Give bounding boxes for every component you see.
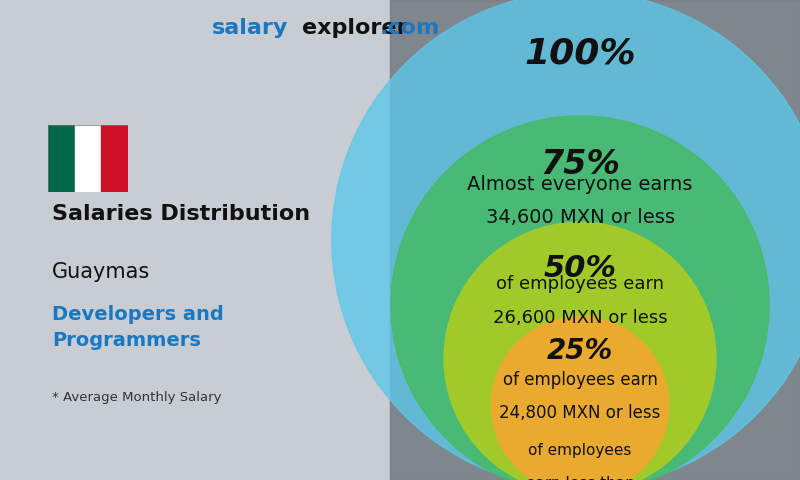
Text: of employees: of employees	[528, 443, 632, 458]
Circle shape	[491, 317, 669, 480]
Bar	[390, 0, 800, 480]
Text: explorer: explorer	[302, 18, 408, 38]
Text: Salaries Distribution: Salaries Distribution	[52, 204, 310, 224]
Bar	[48, 125, 74, 192]
Text: * Average Monthly Salary: * Average Monthly Salary	[52, 391, 222, 404]
Bar	[0, 0, 390, 480]
Text: of employees earn: of employees earn	[502, 371, 658, 389]
Text: 100%: 100%	[524, 37, 636, 71]
Text: .com: .com	[380, 18, 440, 38]
Text: Developers and
Programmers: Developers and Programmers	[52, 305, 224, 350]
Bar	[390, 0, 800, 480]
Text: earn less than: earn less than	[526, 476, 634, 480]
Text: 25%: 25%	[547, 337, 613, 365]
Text: 50%: 50%	[543, 254, 617, 283]
Circle shape	[391, 116, 769, 480]
Circle shape	[444, 222, 716, 480]
Text: 34,600 MXN or less: 34,600 MXN or less	[486, 208, 674, 227]
Text: Almost everyone earns: Almost everyone earns	[467, 175, 693, 194]
Text: Guaymas: Guaymas	[52, 262, 150, 282]
Text: 24,800 MXN or less: 24,800 MXN or less	[499, 404, 661, 422]
Text: 75%: 75%	[540, 148, 620, 181]
Text: salary: salary	[212, 18, 288, 38]
Text: of employees earn: of employees earn	[496, 276, 664, 293]
Text: 26,600 MXN or less: 26,600 MXN or less	[493, 309, 667, 326]
Circle shape	[332, 0, 800, 480]
Bar	[74, 125, 102, 192]
Bar	[102, 125, 128, 192]
